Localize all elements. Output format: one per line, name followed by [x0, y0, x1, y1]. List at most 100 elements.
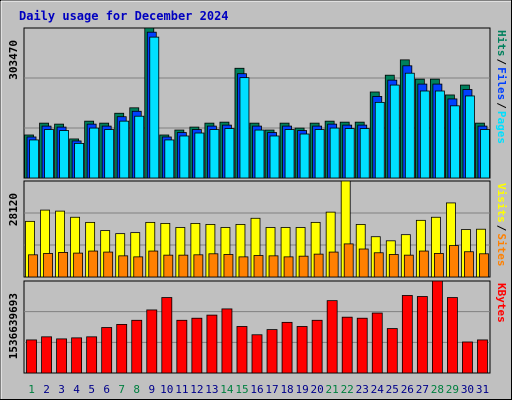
bar [281, 321, 293, 374]
legend-entry: Hits [495, 30, 508, 57]
bar [116, 324, 128, 374]
bar [206, 314, 218, 374]
bar [118, 255, 129, 278]
bar [41, 336, 52, 374]
bar [450, 105, 460, 179]
bar [404, 72, 415, 179]
bar [133, 256, 144, 278]
bar [431, 280, 443, 374]
bar [418, 250, 429, 278]
x-tick-label: 13 [205, 383, 218, 396]
x-tick-label: 7 [118, 383, 125, 396]
bar [209, 129, 220, 179]
bar [254, 129, 265, 179]
bar [43, 253, 53, 278]
bar [358, 248, 369, 278]
legend-separator: / [495, 225, 508, 232]
x-tick-label: 2 [43, 383, 50, 396]
bar [419, 90, 430, 179]
bar [284, 129, 295, 179]
bar [403, 254, 414, 278]
bar [401, 295, 413, 374]
bar [283, 256, 294, 278]
bar [341, 316, 353, 374]
legend-separator: / [495, 102, 508, 109]
bar [433, 253, 444, 278]
x-tick-label: 27 [416, 383, 429, 396]
legend-entry: KBytes [495, 283, 508, 323]
bar [103, 251, 114, 278]
x-tick-label: 25 [386, 383, 399, 396]
bar [465, 95, 475, 179]
bar [311, 319, 323, 374]
x-tick-label: 20 [311, 383, 324, 396]
bar [449, 245, 459, 278]
bar [134, 115, 145, 179]
bar [73, 252, 84, 278]
bar [71, 337, 83, 374]
bar [447, 297, 458, 374]
x-tick-label: 14 [220, 383, 234, 396]
bar [374, 101, 385, 179]
bar [434, 90, 445, 179]
bar [239, 77, 250, 179]
bar [416, 296, 428, 374]
bar [176, 319, 188, 374]
x-tick-label: 15 [235, 383, 248, 396]
x-tick-label: 22 [341, 383, 354, 396]
bar [223, 254, 234, 278]
bar [269, 135, 280, 179]
bar [88, 250, 99, 278]
y-tick-label: 303470 [7, 40, 20, 80]
bar [58, 252, 68, 278]
bar [104, 129, 115, 179]
legend: Visits /Sites [495, 183, 508, 267]
bar [29, 139, 39, 179]
bar [388, 254, 399, 278]
bar [179, 135, 190, 179]
bar [74, 143, 85, 179]
bar [236, 326, 248, 374]
bar [477, 339, 488, 374]
x-tick-label: 18 [280, 383, 293, 396]
bar [298, 255, 309, 278]
bar [359, 128, 370, 179]
bar [313, 253, 324, 278]
bar [119, 120, 130, 179]
legend-entry: Files [495, 67, 508, 100]
bar [208, 253, 219, 278]
bar [343, 243, 354, 278]
bar [163, 254, 174, 278]
x-tick-label: 3 [58, 383, 65, 396]
bar [86, 336, 98, 374]
x-tick-label: 31 [476, 383, 489, 396]
bar [26, 339, 37, 374]
bar [386, 328, 398, 374]
bar [480, 129, 490, 179]
x-tick-label: 4 [73, 383, 80, 396]
y-tick-label: 1536639693 [7, 293, 20, 359]
bar [462, 341, 473, 374]
bar [389, 84, 400, 179]
bar [356, 317, 368, 374]
x-tick-label: 28 [431, 383, 444, 396]
bar [59, 130, 69, 179]
bar [344, 128, 355, 179]
x-tick-label: 9 [148, 383, 155, 396]
bar [164, 139, 175, 179]
bar [148, 250, 159, 278]
bar [191, 317, 203, 374]
bar [329, 127, 340, 179]
bar [479, 253, 489, 278]
x-tick-label: 12 [190, 383, 203, 396]
bar [161, 297, 173, 374]
bar [28, 254, 38, 278]
x-tick-label: 19 [295, 383, 308, 396]
x-tick-label: 21 [326, 383, 339, 396]
bar [328, 251, 339, 278]
bar [221, 308, 233, 374]
bar [56, 338, 67, 374]
bar [326, 300, 338, 374]
y-tick-label: 28120 [7, 193, 20, 226]
bar [131, 319, 143, 374]
